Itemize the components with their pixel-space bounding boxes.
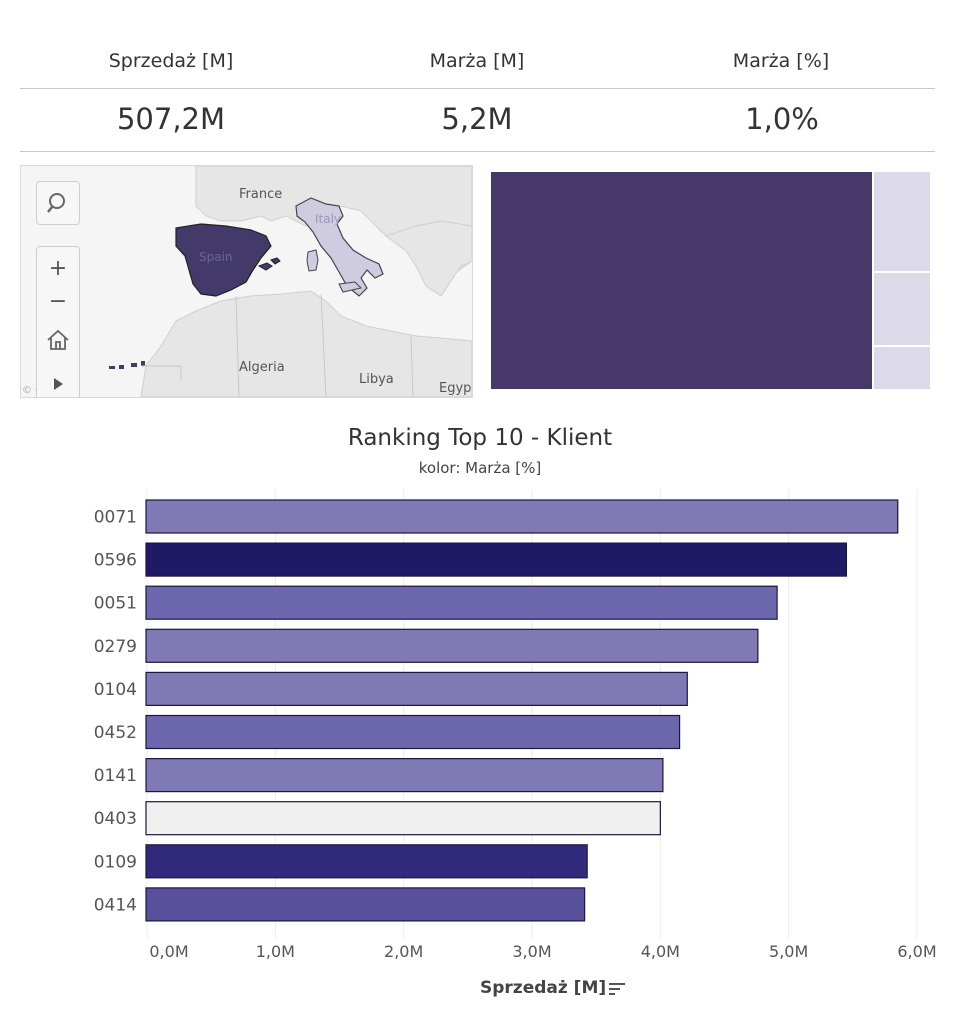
bar-0051[interactable] [145,585,778,620]
home-icon [47,329,69,350]
category-label: 0414 [94,895,137,915]
kpi-value-margin-pct: 1,0% [745,102,819,136]
zoom-in-button[interactable]: + [48,256,68,281]
map-country-italy[interactable] [295,197,384,297]
map-view[interactable]: France Spain Italy Algeria Libya Egyp © … [20,165,473,398]
kpi-divider-top [20,88,935,89]
treemap-cell-4[interactable] [874,347,930,389]
bar-0414[interactable] [145,887,586,922]
x-axis-title: Sprzedaż [M] [480,978,607,998]
category-label: 0109 [94,852,137,872]
category-label: 0596 [94,551,137,571]
x-tick-label: 6,0M [897,942,936,961]
search-icon [47,193,65,213]
home-button[interactable] [37,325,79,355]
bar-0452[interactable] [145,714,681,750]
play-icon [54,378,63,390]
map-island-sicily [338,281,362,293]
treemap-cell-3[interactable] [874,273,930,345]
bar-0141[interactable] [145,758,664,793]
x-tick-label: 4,0M [641,942,680,961]
x-tick-label: 0,0M [149,942,188,961]
map-land-balkans [384,220,472,297]
category-label: 0141 [94,766,137,786]
kpi-divider-bottom [20,151,935,152]
category-label: 0071 [94,508,137,528]
category-label: 0104 [94,680,137,700]
category-label: 0403 [94,809,137,829]
bar-0403[interactable] [145,801,661,836]
map-label-spain: Spain [199,250,233,264]
map-label-egypt: Egyp [439,381,471,396]
map-island-sardinia [306,249,319,272]
map-zoom-controls: + − [36,246,80,397]
category-label: 0051 [94,594,137,614]
treemap-cell-2[interactable] [874,172,930,271]
kpi-value-margin: 5,2M [441,102,513,136]
map-label-france: France [239,187,282,202]
category-label: 0279 [94,637,137,657]
map-island-canary [109,361,145,369]
map-canvas: France Spain Italy Algeria Libya Egyp © … [21,166,472,397]
play-button[interactable] [37,369,79,397]
map-label-libya: Libya [359,372,394,387]
map-island-balearic-2 [270,257,281,265]
bar-0279[interactable] [145,628,759,663]
treemap [491,172,930,390]
kpi-label-sales: Sprzedaż [M] [108,50,234,72]
bar-0109[interactable] [145,844,588,879]
map-label-algeria: Algeria [239,360,285,375]
map-island-balearic [257,262,273,271]
zoom-out-button[interactable]: − [48,289,68,314]
map-search-button[interactable] [36,181,80,225]
bar-0596[interactable] [145,542,848,577]
map-land-africa [140,290,472,397]
sort-icon[interactable] [609,981,625,997]
kpi-label-margin-pct: Marża [%] [732,50,830,72]
chart-subtitle: kolor: Marża [%] [418,459,542,477]
category-label: 0452 [94,723,137,743]
kpi-value-sales: 507,2M [116,102,226,136]
treemap-cell-main[interactable] [491,172,872,389]
kpi-label-margin: Marża [M] [429,50,525,72]
map-country-spain[interactable] [175,223,272,297]
x-tick-label: 5,0M [769,942,808,961]
map-label-italy: Italy [315,212,341,226]
bar-0071[interactable] [145,499,899,534]
map-borders [141,293,414,397]
x-tick-label: 2,0M [384,942,423,961]
x-tick-label: 3,0M [512,942,551,961]
bar-chart: 0,0M 1,0M 2,0M 3,0M 4,0M 5,0M 6,0M 0071 0596 0051… [94,490,937,961]
bar-0104[interactable] [145,671,688,706]
x-tick-label: 1,0M [256,942,295,961]
chart-title: Ranking Top 10 - Klient [347,425,613,451]
